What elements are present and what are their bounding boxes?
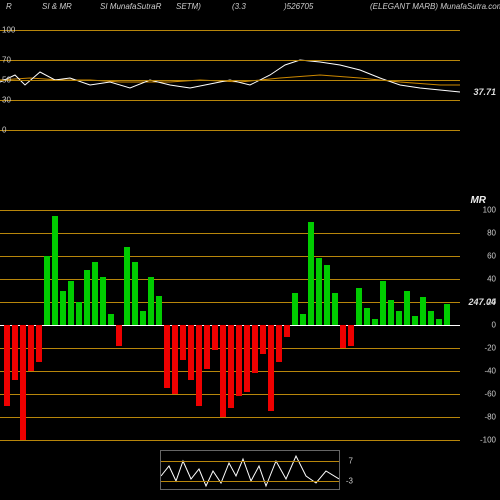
mini-chart: 7-3 (160, 450, 340, 490)
top-value-label: 37.71 (473, 87, 496, 97)
header-text: )526705 (284, 2, 313, 11)
bar (348, 325, 354, 346)
bar (244, 325, 250, 392)
bar (44, 256, 50, 325)
bar (132, 262, 138, 325)
bar (364, 308, 370, 325)
bar (36, 325, 42, 362)
bar (164, 325, 170, 388)
rsi-chart: 0305070100 (0, 30, 460, 130)
bar (284, 325, 290, 337)
header-bar: R SI & MR SI MunafaSutraR SETM) (3.3 )526705 (… (0, 2, 500, 16)
header-text: (3.3 (232, 2, 246, 11)
bar (332, 293, 338, 325)
bar (300, 314, 306, 326)
bar (172, 325, 178, 394)
bar (52, 216, 58, 325)
header-text: R (6, 2, 12, 11)
mr-bar-chart: -100-80-60-40-20020406080100 (0, 210, 460, 440)
bar (396, 311, 402, 325)
bar (228, 325, 234, 408)
header-text: (ELEGANT MARB) MunafaSutra.com (370, 2, 500, 11)
bar (148, 277, 154, 325)
bar (60, 291, 66, 326)
bar (252, 325, 258, 373)
main-value-label: 247.04 (468, 297, 496, 307)
bar (276, 325, 282, 362)
bar (420, 297, 426, 325)
bar (204, 325, 210, 369)
bar (68, 281, 74, 325)
header-text: SI & MR (42, 2, 72, 11)
mr-label: MR (470, 195, 486, 206)
bar (4, 325, 10, 406)
bar (84, 270, 90, 325)
bar (444, 304, 450, 325)
bar (356, 288, 362, 325)
bar (260, 325, 266, 354)
bar (404, 291, 410, 326)
bar (156, 296, 162, 325)
bar (140, 311, 146, 325)
bar (196, 325, 202, 406)
bar (324, 265, 330, 325)
bar (308, 222, 314, 326)
bar (316, 258, 322, 325)
bar (236, 325, 242, 396)
bar (436, 319, 442, 325)
bar (92, 262, 98, 325)
bar (188, 325, 194, 380)
bar (124, 247, 130, 325)
header-text: SETM) (176, 2, 201, 11)
bar (340, 325, 346, 348)
bar (28, 325, 34, 371)
bar (180, 325, 186, 360)
bar (428, 311, 434, 325)
bar (12, 325, 18, 380)
header-text: SI MunafaSutraR (100, 2, 161, 11)
bar (220, 325, 226, 417)
bar (412, 316, 418, 325)
bar (20, 325, 26, 440)
bar (116, 325, 122, 346)
bar (292, 293, 298, 325)
bar (388, 300, 394, 325)
bar (76, 302, 82, 325)
bar (100, 277, 106, 325)
bar (380, 281, 386, 325)
bar (108, 314, 114, 326)
bar (268, 325, 274, 411)
bar (372, 319, 378, 325)
bar (212, 325, 218, 350)
